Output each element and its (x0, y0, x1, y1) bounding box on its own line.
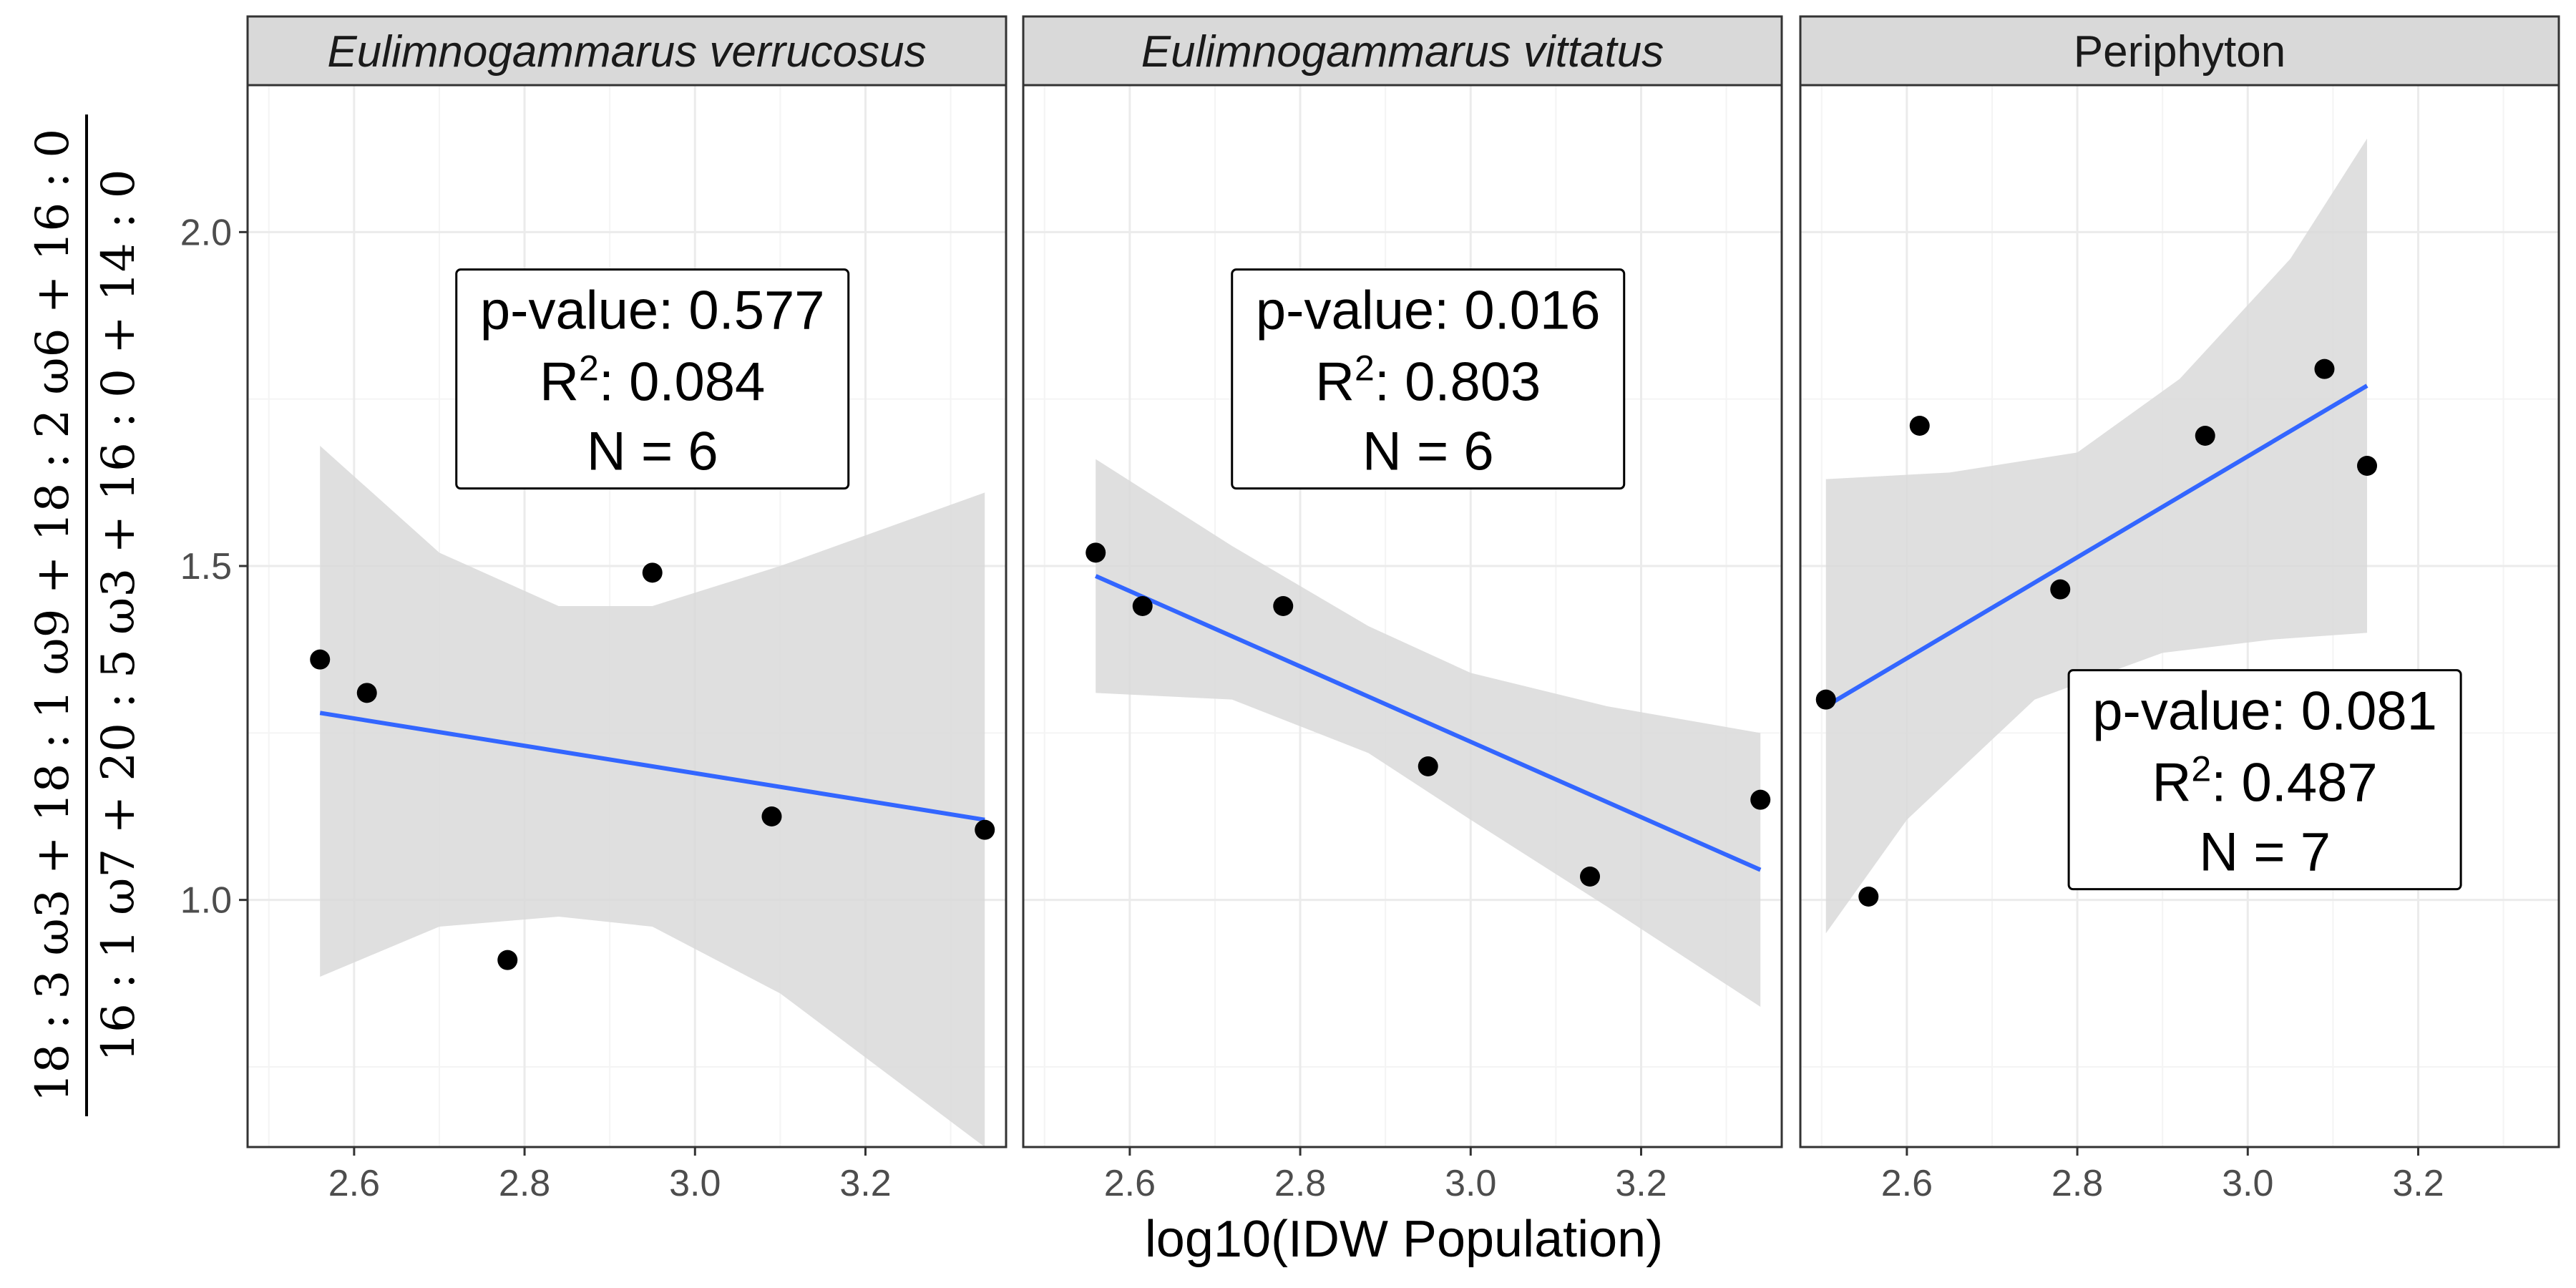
facet-panel: p-value: 0.016 R2: 0.803 N = 6 Eulimnogamma… (1022, 15, 1783, 1204)
data-point (1273, 596, 1294, 616)
x-tick-label: 2.6 (328, 1163, 380, 1204)
y-axis-numerator: 18 : 3 ω3 + 18 : 1 ω9 + 18 : 2 ω6 + 16 :… (26, 129, 79, 1102)
data-point (497, 950, 518, 970)
data-point (1132, 596, 1153, 616)
x-tick-label: 2.8 (499, 1163, 550, 1204)
facet-strip-title: Eulimnogammarus vittatus (1141, 27, 1664, 77)
facet-strip (1799, 15, 2560, 87)
panels-layer: p-value: 0.577 R2: 0.084 N = 6 Eulimnogamma… (180, 15, 2560, 1204)
stats-label-box (2067, 669, 2462, 891)
x-tick-label: 3.2 (2392, 1163, 2444, 1204)
r-squared-label: R2: 0.803 (1315, 348, 1541, 413)
x-tick-label: 2.6 (1881, 1163, 1933, 1204)
facet-strip (1022, 15, 1783, 87)
n-label: N = 6 (587, 421, 718, 482)
confidence-ribbon (1825, 138, 2368, 934)
r-squared-label: R2: 0.084 (540, 348, 765, 413)
y-axis-title: 18 : 3 ω3 + 18 : 1 ω9 + 18 : 2 ω6 + 16 :… (26, 114, 145, 1116)
data-point (1085, 542, 1106, 563)
data-point (975, 819, 995, 840)
p-value-label: p-value: 0.577 (480, 280, 825, 341)
data-point (2050, 579, 2071, 600)
data-point (642, 562, 663, 583)
facet-strip-title: Periphyton (2074, 27, 2285, 77)
y-tick-label: 1.5 (180, 546, 232, 587)
n-label: N = 7 (2199, 822, 2331, 883)
data-point (356, 683, 377, 703)
regression-line (319, 711, 985, 822)
data-point (2195, 426, 2215, 446)
facet-panel: p-value: 0.081 R2: 0.487 N = 7 Periphyton 2.… (1799, 15, 2560, 1204)
x-tick-label: 3.0 (669, 1163, 721, 1204)
data-point (1750, 789, 1771, 810)
x-axis-title: log10(IDW Population) (1145, 1211, 1663, 1268)
y-axis-denominator: 16 : 1 ω7 + 20 : 5 ω3 + 16 : 0 + 14 : 0 (92, 169, 145, 1061)
data-point (2357, 456, 2378, 476)
x-tick-label: 3.2 (839, 1163, 891, 1204)
x-tick-label: 2.6 (1104, 1163, 1156, 1204)
p-value-label: p-value: 0.016 (1256, 280, 1601, 341)
facet-strip-title: Eulimnogammarus verrucosus (327, 27, 926, 77)
regression-line (1095, 574, 1762, 872)
data-point (1858, 887, 1879, 907)
data-point (1580, 867, 1601, 887)
x-tick-label: 3.0 (2222, 1163, 2273, 1204)
n-label: N = 6 (1362, 421, 1494, 482)
data-point (1909, 416, 1930, 436)
x-tick-label: 2.8 (1274, 1163, 1326, 1204)
regression-line (1825, 384, 2368, 708)
data-point (1815, 689, 1836, 710)
data-point (310, 649, 331, 670)
x-tick-label: 2.8 (2051, 1163, 2103, 1204)
facet-panel: p-value: 0.577 R2: 0.084 N = 6 Eulimnogamma… (180, 15, 1008, 1204)
x-tick-label: 3.2 (1615, 1163, 1667, 1204)
data-point (2314, 358, 2335, 379)
r-squared-label: R2: 0.487 (2152, 749, 2378, 814)
data-point (1418, 756, 1438, 776)
y-tick-label: 1.0 (180, 880, 232, 922)
y-tick-label: 2.0 (180, 212, 232, 253)
data-point (761, 806, 782, 826)
confidence-ribbon (320, 446, 985, 1147)
stats-label-box (1231, 268, 1626, 490)
facet-strip (246, 15, 1008, 87)
stats-label-box (455, 268, 850, 490)
p-value-label: p-value: 0.081 (2092, 681, 2437, 742)
x-tick-label: 3.0 (1445, 1163, 1496, 1204)
